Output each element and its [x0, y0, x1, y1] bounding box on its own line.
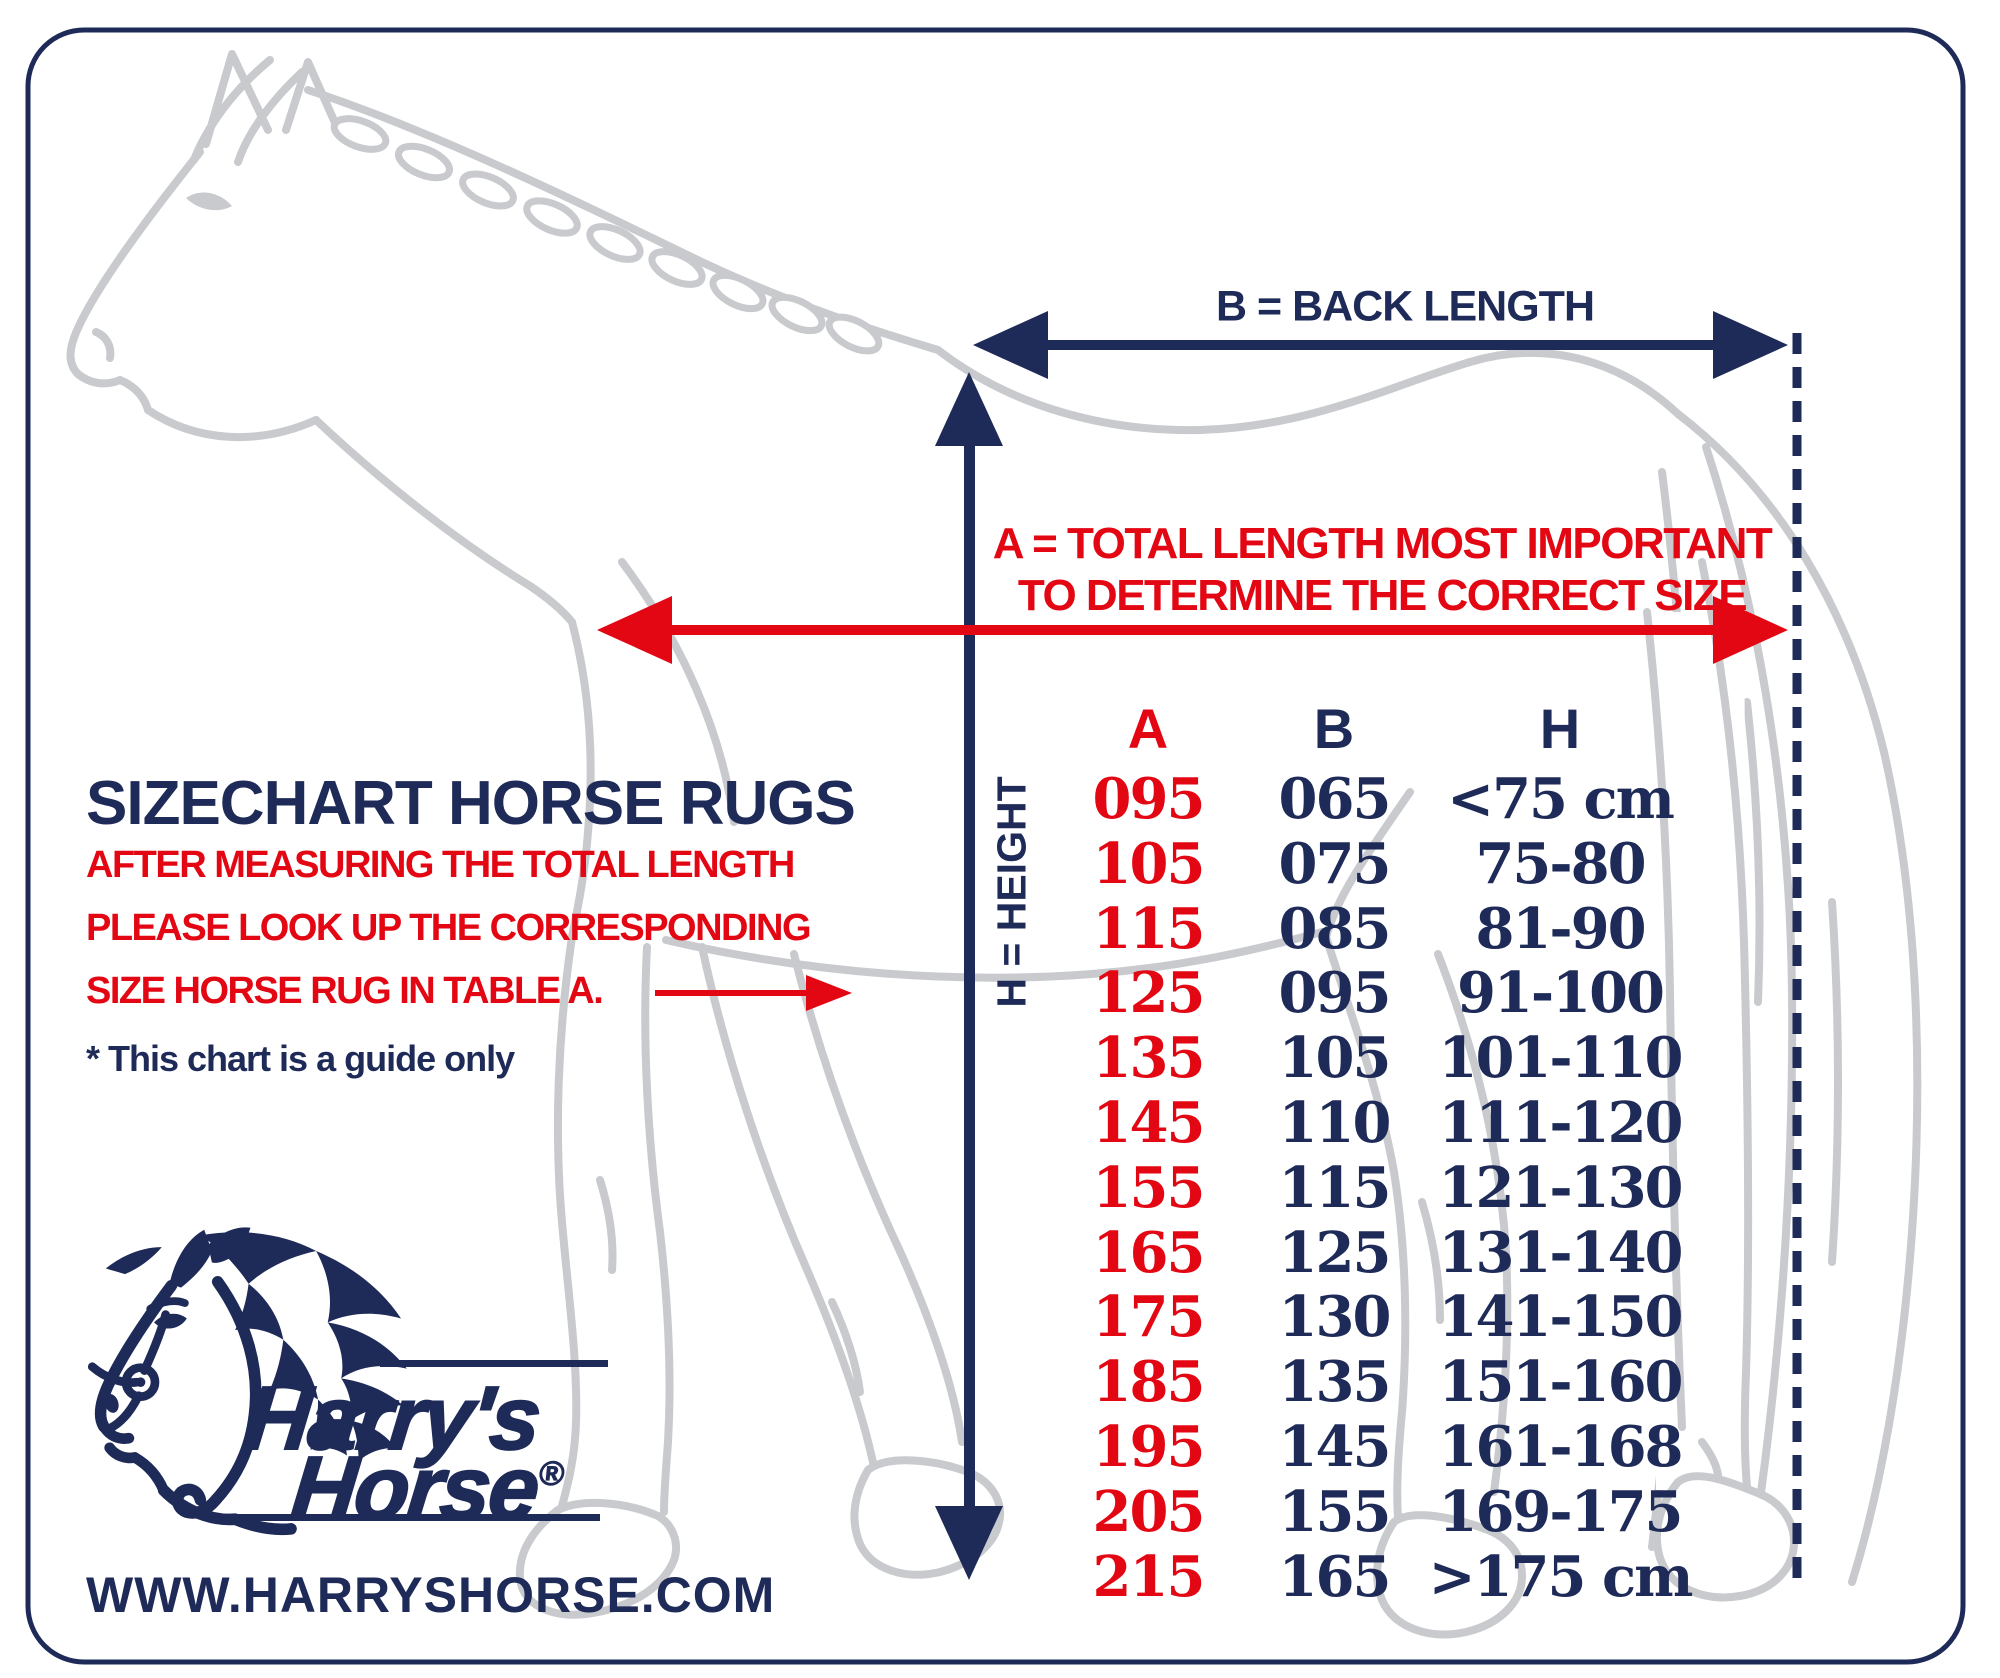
logo-wordmark-line2: Horse®	[286, 1438, 566, 1541]
total-length-label-line1: A = TOTAL LENGTH MOST IMPORTANT	[992, 519, 1773, 568]
height-label: H = HEIGHT	[988, 776, 1035, 1008]
size-h-value: >175 cm	[1428, 1543, 1694, 1610]
size-table-row: 125 095 91-100	[1040, 960, 1708, 1027]
size-h-value: 161-168	[1438, 1413, 1683, 1480]
total-length-label: A = TOTAL LENGTH MOST IMPORTANT TO DETER…	[992, 518, 1773, 622]
size-a-value: 155	[1092, 1154, 1206, 1221]
size-table-row: 215 165 >175 cm	[1040, 1543, 1708, 1610]
size-b-value: 115	[1278, 1154, 1392, 1221]
size-table-row: 095 065 <75 cm	[1040, 766, 1708, 832]
guide-note: * This chart is a guide only	[86, 1038, 515, 1079]
size-table-row: 135 105 101-110	[1040, 1025, 1708, 1092]
size-table-row: 145 110 111-120	[1040, 1089, 1708, 1156]
size-h-value: 131-140	[1438, 1219, 1683, 1286]
size-b-value: 125	[1278, 1219, 1392, 1286]
size-h-value: 81-90	[1475, 895, 1646, 962]
size-a-value: 095	[1092, 766, 1206, 832]
size-table-row: 205 155 169-175	[1040, 1478, 1708, 1545]
size-b-value: 130	[1278, 1284, 1392, 1351]
column-header-b: B	[1313, 696, 1355, 760]
size-a-value: 165	[1092, 1219, 1206, 1286]
harrys-horse-logo-mark	[87, 1227, 407, 1536]
size-b-value: 145	[1278, 1413, 1392, 1480]
size-a-value: 205	[1092, 1478, 1206, 1545]
instruction-line1: AFTER MEASURING THE TOTAL LENGTH	[86, 844, 795, 886]
height-arrow	[935, 372, 1003, 1580]
size-h-value: 101-110	[1438, 1025, 1683, 1092]
size-a-value: 145	[1092, 1089, 1206, 1156]
size-b-value: 155	[1278, 1478, 1392, 1545]
logo-word-horse: Horse	[286, 1438, 544, 1540]
total-length-label-line2: TO DETERMINE THE CORRECT SIZE	[1017, 571, 1748, 620]
back-length-arrow	[973, 311, 1788, 379]
size-a-value: 135	[1092, 1025, 1206, 1092]
column-header-a: A	[1127, 696, 1169, 760]
size-a-value: 105	[1092, 830, 1206, 897]
size-a-value: 195	[1092, 1413, 1206, 1480]
size-table-row: 175 130 141-150	[1040, 1284, 1708, 1351]
size-a-value: 115	[1092, 895, 1206, 962]
size-a-value: 175	[1092, 1284, 1206, 1351]
size-h-value: 141-150	[1438, 1284, 1683, 1351]
back-length-label: B = BACK LENGTH	[1216, 282, 1595, 331]
instruction-line3: SIZE HORSE RUG IN TABLE A.	[86, 970, 604, 1012]
size-b-value: 085	[1278, 895, 1392, 962]
poster-border	[25, 27, 1966, 1665]
size-table-row: 195 145 161-168	[1040, 1413, 1708, 1480]
size-h-value: 111-120	[1438, 1089, 1683, 1156]
size-table: A B H 095 065 <75 cm 105 075 75-80 11	[1040, 690, 1708, 1610]
size-h-value: <75 cm	[1447, 766, 1675, 832]
size-h-value: 75-80	[1475, 830, 1646, 897]
size-table-body: 095 065 <75 cm 105 075 75-80 115 085 81-…	[1040, 766, 1708, 1610]
size-table-row: 185 135 151-160	[1040, 1349, 1708, 1416]
size-h-value: 169-175	[1438, 1478, 1683, 1545]
registered-trademark-icon: ®	[536, 1455, 564, 1494]
size-table-header: A B H	[1040, 690, 1708, 766]
size-h-value: 91-100	[1456, 960, 1665, 1027]
size-b-value: 075	[1278, 830, 1392, 897]
size-b-value: 165	[1278, 1543, 1392, 1610]
size-h-value: 151-160	[1438, 1349, 1683, 1416]
website-url: WWW.HARRYSHORSE.COM	[86, 1567, 776, 1623]
page-title: SIZECHART HORSE RUGS	[86, 769, 856, 838]
instruction-line2: PLEASE LOOK UP THE CORRESPONDING	[86, 907, 812, 949]
size-h-value: 121-130	[1438, 1154, 1683, 1221]
size-b-value: 135	[1278, 1349, 1392, 1416]
instruction-text: AFTER MEASURING THE TOTAL LENGTH PLEASE …	[86, 834, 812, 1023]
logo-ear-icon	[169, 1229, 212, 1288]
size-b-value: 105	[1278, 1025, 1392, 1092]
size-b-value: 110	[1278, 1089, 1392, 1156]
logo-top-rule	[380, 1360, 608, 1367]
size-table-row: 155 115 121-130	[1040, 1154, 1708, 1221]
size-table-row: 105 075 75-80	[1040, 830, 1708, 897]
size-b-value: 095	[1278, 960, 1392, 1027]
logo-bottom-rule	[238, 1514, 600, 1521]
size-b-value: 065	[1278, 766, 1392, 832]
size-table-row: 115 085 81-90	[1040, 895, 1708, 962]
size-table-row: 165 125 131-140	[1040, 1219, 1708, 1286]
table-pointer-arrow	[655, 975, 852, 1011]
logo-halter-icon	[87, 1310, 170, 1433]
size-a-value: 215	[1092, 1543, 1206, 1610]
size-a-value: 125	[1092, 960, 1206, 1027]
size-a-value: 185	[1092, 1349, 1206, 1416]
total-length-arrow	[597, 596, 1788, 664]
horse-eye	[186, 192, 232, 211]
column-header-h: H	[1539, 696, 1581, 760]
